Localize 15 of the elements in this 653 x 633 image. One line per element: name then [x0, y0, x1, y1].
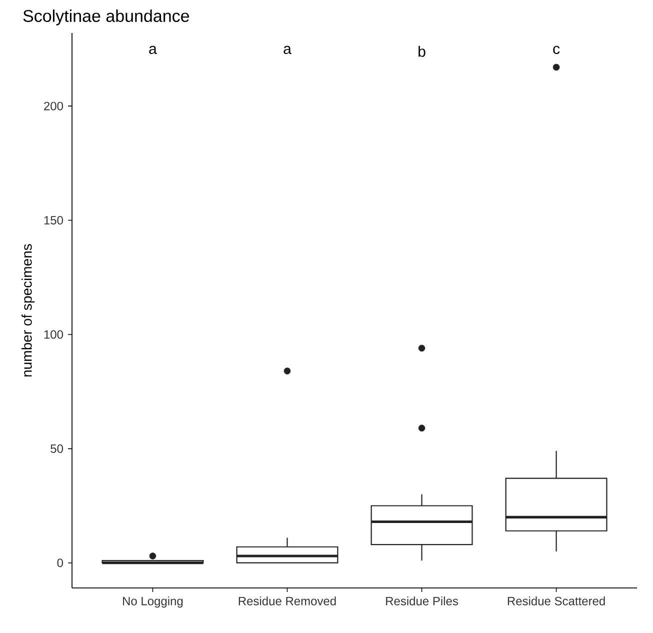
y-tick-label: 200: [44, 102, 63, 110]
annotation: c: [553, 46, 560, 54]
annotation: b: [418, 46, 426, 57]
x-tick-label: Residue Scattered: [508, 596, 605, 606]
y-tick-label: 100: [44, 330, 63, 339]
x-tick-label: Residue Removed: [238, 596, 336, 606]
chart-title: Scolytinae abundance: [23, 10, 190, 26]
annotation: a: [284, 46, 292, 54]
x-tick-label: Residue Piles: [386, 596, 458, 606]
y-axis-title: number of specimens: [22, 244, 35, 376]
annotation: a: [149, 46, 157, 54]
y-tick-label: 150: [44, 216, 63, 225]
x-tick-label: No Logging: [123, 596, 183, 608]
y-tick-label: 0: [57, 558, 64, 568]
y-tick-label: 50: [50, 444, 63, 453]
